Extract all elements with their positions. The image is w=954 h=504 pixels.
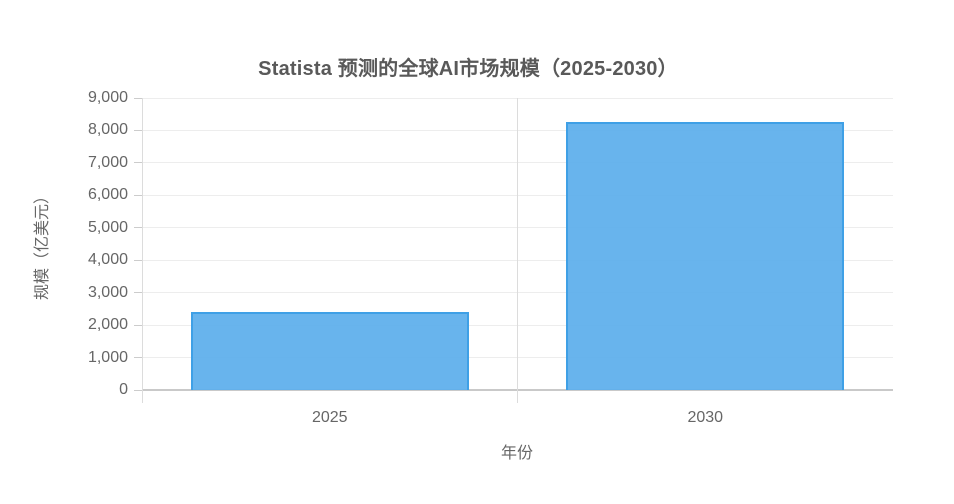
chart-title: Statista 预测的全球AI市场规模（2025-2030） [258, 58, 678, 80]
y-tick-label: 3,000 [87, 283, 128, 301]
y-tick-label: 9,000 [87, 89, 128, 106]
category-divider-line [517, 98, 518, 403]
bar-2025 [190, 312, 469, 390]
plot-area: 0 1,000 2,000 3,000 4,000 5,000 6,000 7,000 8,00… [88, 89, 893, 426]
x-axis-title: 年份 [500, 445, 534, 462]
bar-2030 [566, 122, 845, 390]
y-tick-mark [134, 292, 142, 294]
y-tick-mark [134, 162, 142, 164]
y-tick-label: 1,000 [87, 348, 128, 366]
x-tick-label: 2030 [687, 409, 724, 426]
y-tick-label: 7,000 [87, 153, 128, 171]
y-tick-mark [134, 194, 142, 196]
y-tick-mark [134, 227, 142, 229]
y-tick-label: 8,000 [87, 121, 128, 139]
y-tick-label: 2,000 [87, 316, 128, 334]
y-tick-mark [134, 324, 142, 326]
x-tick-label: 2025 [311, 409, 348, 426]
y-tick-label: 4,000 [87, 251, 128, 269]
y-tick-mark [134, 389, 142, 391]
y-tick-mark [134, 97, 142, 99]
y-axis-title: 规模（亿美元） [34, 187, 51, 301]
y-tick-label: 0 [119, 381, 128, 398]
y-tick-label: 6,000 [87, 186, 128, 204]
y-axis-line [142, 98, 143, 403]
y-tick-mark [134, 129, 142, 131]
y-tick-mark [134, 259, 142, 261]
y-tick-mark [134, 357, 142, 359]
y-tick-label: 5,000 [87, 218, 128, 236]
